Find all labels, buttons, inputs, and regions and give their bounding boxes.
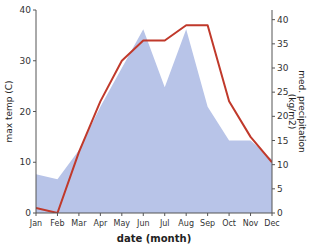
x-tick bbox=[207, 213, 208, 216]
y2-tick-label: 35 bbox=[277, 39, 288, 49]
y-tick bbox=[33, 111, 36, 112]
x-tick bbox=[250, 213, 251, 216]
y2-tick-label: 30 bbox=[277, 63, 289, 73]
x-tick bbox=[164, 213, 165, 216]
y2-axis-label: med. precipitation(kg/m2) bbox=[287, 70, 307, 152]
y2-tick-label: 5 bbox=[277, 184, 283, 194]
y-tick-label: 40 bbox=[20, 5, 32, 15]
x-tick bbox=[143, 213, 144, 216]
x-tick bbox=[121, 213, 122, 216]
x-tick-label: May bbox=[114, 219, 131, 228]
x-tick bbox=[36, 213, 37, 216]
y2-axis-label-line: (kg/m2) bbox=[287, 94, 297, 129]
y2-axis-line bbox=[272, 10, 273, 213]
y2-tick bbox=[272, 116, 275, 117]
y2-tick bbox=[272, 164, 275, 165]
x-axis-label: date (month) bbox=[117, 233, 191, 244]
x-tick bbox=[229, 213, 230, 216]
y-axis-label: max temp (C) bbox=[4, 80, 14, 142]
y2-tick-label: 10 bbox=[277, 160, 289, 170]
y-tick-label: 0 bbox=[25, 208, 31, 218]
temp-line bbox=[36, 25, 272, 213]
x-tick-label: Jun bbox=[136, 219, 150, 228]
y-tick bbox=[33, 10, 36, 11]
x-axis-line bbox=[36, 213, 272, 214]
y-tick-label: 30 bbox=[20, 56, 32, 66]
x-tick-label: Dec bbox=[264, 219, 279, 228]
y2-tick bbox=[272, 92, 275, 93]
y2-tick-label: 25 bbox=[277, 87, 288, 97]
y2-tick bbox=[272, 188, 275, 189]
x-tick bbox=[272, 213, 273, 216]
x-tick bbox=[78, 213, 79, 216]
x-tick bbox=[100, 213, 101, 216]
y-tick bbox=[33, 162, 36, 163]
x-tick-label: Mar bbox=[71, 219, 87, 228]
chart: 0102030400510152025303540JanFebMarAprMay… bbox=[0, 0, 318, 247]
y2-tick bbox=[272, 140, 275, 141]
y2-tick bbox=[272, 68, 275, 69]
x-tick bbox=[186, 213, 187, 216]
x-tick-label: Oct bbox=[222, 219, 236, 228]
x-tick-label: Jan bbox=[29, 219, 42, 228]
y2-tick-label: 15 bbox=[277, 136, 288, 146]
x-tick bbox=[57, 213, 58, 216]
y2-tick-label: 40 bbox=[277, 15, 289, 25]
y2-tick-label: 0 bbox=[277, 208, 283, 218]
y2-axis-label-line: med. precipitation bbox=[297, 70, 307, 152]
x-tick-label: Apr bbox=[93, 219, 108, 228]
y2-tick bbox=[272, 19, 275, 20]
y-tick-label: 10 bbox=[20, 157, 32, 167]
y-tick-label: 20 bbox=[20, 107, 32, 117]
x-tick-label: Feb bbox=[50, 219, 64, 228]
axes: 0102030400510152025303540JanFebMarAprMay… bbox=[20, 5, 289, 228]
x-tick-label: Nov bbox=[243, 219, 259, 228]
y-tick bbox=[33, 60, 36, 61]
x-tick-label: Jul bbox=[159, 219, 170, 228]
x-tick-label: Aug bbox=[178, 219, 194, 228]
y2-tick bbox=[272, 43, 275, 44]
precip-area bbox=[36, 29, 272, 213]
x-tick-label: Sep bbox=[200, 219, 215, 228]
plot-area bbox=[36, 25, 272, 213]
